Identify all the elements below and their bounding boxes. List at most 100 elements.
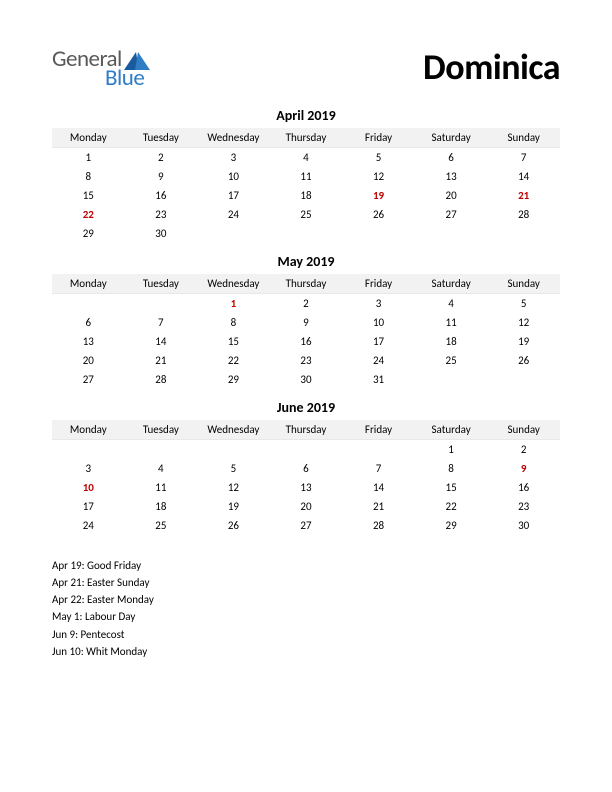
logo: General Blue <box>52 45 150 89</box>
calendar-row: 13141516171819 <box>52 332 560 351</box>
calendar-cell: 5 <box>197 459 270 478</box>
calendar-row: 6789101112 <box>52 313 560 332</box>
calendar-cell: 29 <box>197 370 270 389</box>
calendar-cell: 16 <box>487 478 560 497</box>
month-title: June 2019 <box>52 399 560 416</box>
calendar-cell <box>52 440 125 460</box>
calendar-cell: 17 <box>197 186 270 205</box>
calendar-row: 891011121314 <box>52 167 560 186</box>
calendar-cell: 25 <box>415 351 488 370</box>
calendar-cell: 23 <box>487 497 560 516</box>
calendar-cell <box>197 440 270 460</box>
weekday-header: Thursday <box>270 274 343 294</box>
weekday-header: Wednesday <box>197 274 270 294</box>
calendar-cell: 11 <box>125 478 198 497</box>
calendar-cell: 5 <box>342 148 415 168</box>
calendar-cell <box>125 440 198 460</box>
weekday-header: Monday <box>52 128 125 148</box>
calendar-table: MondayTuesdayWednesdayThursdayFridaySatu… <box>52 274 560 389</box>
calendar-cell: 22 <box>415 497 488 516</box>
calendar-cell: 8 <box>415 459 488 478</box>
weekday-header: Wednesday <box>197 420 270 440</box>
calendar-cell: 30 <box>487 516 560 535</box>
month-title: May 2019 <box>52 253 560 270</box>
calendar-cell: 18 <box>125 497 198 516</box>
calendar-cell: 14 <box>487 167 560 186</box>
calendar-cell: 4 <box>125 459 198 478</box>
calendar-cell: 24 <box>52 516 125 535</box>
calendar-row: 3456789 <box>52 459 560 478</box>
page-title: Dominica <box>423 45 560 89</box>
weekday-header: Friday <box>342 420 415 440</box>
month-block: May 2019 MondayTuesdayWednesdayThursdayFr… <box>52 253 560 389</box>
calendar-cell: 22 <box>197 351 270 370</box>
calendar-cell: 13 <box>415 167 488 186</box>
calendar-cell: 9 <box>270 313 343 332</box>
calendar-cell: 17 <box>342 332 415 351</box>
calendar-cell: 25 <box>125 516 198 535</box>
calendar-cell: 26 <box>487 351 560 370</box>
holiday-line: May 1: Labour Day <box>52 608 560 625</box>
calendar-cell: 25 <box>270 205 343 224</box>
calendar-cell: 21 <box>125 351 198 370</box>
calendar-table: MondayTuesdayWednesdayThursdayFridaySatu… <box>52 420 560 535</box>
calendar-cell: 14 <box>125 332 198 351</box>
calendar-cell <box>487 224 560 243</box>
calendars-container: April 2019MondayTuesdayWednesdayThursday… <box>52 107 560 535</box>
weekday-header: Thursday <box>270 128 343 148</box>
calendar-cell: 26 <box>197 516 270 535</box>
calendar-cell: 27 <box>52 370 125 389</box>
calendar-cell: 20 <box>270 497 343 516</box>
calendar-cell <box>52 294 125 314</box>
calendar-cell: 2 <box>125 148 198 168</box>
holiday-line: Apr 22: Easter Monday <box>52 591 560 608</box>
calendar-cell: 30 <box>270 370 343 389</box>
calendar-cell: 24 <box>197 205 270 224</box>
calendar-cell: 4 <box>270 148 343 168</box>
calendar-cell: 23 <box>125 205 198 224</box>
calendar-cell: 10 <box>342 313 415 332</box>
calendar-cell: 1 <box>52 148 125 168</box>
calendar-cell: 3 <box>52 459 125 478</box>
logo-text-blue: Blue <box>105 68 150 89</box>
calendar-cell: 21 <box>342 497 415 516</box>
header: General Blue Dominica <box>52 45 560 89</box>
calendar-cell: 7 <box>342 459 415 478</box>
calendar-cell: 28 <box>342 516 415 535</box>
calendar-cell: 22 <box>52 205 125 224</box>
calendar-row: 24252627282930 <box>52 516 560 535</box>
calendar-row: 15161718192021 <box>52 186 560 205</box>
calendar-cell: 13 <box>52 332 125 351</box>
calendar-cell: 3 <box>342 294 415 314</box>
calendar-row: 1234567 <box>52 148 560 168</box>
calendar-table: MondayTuesdayWednesdayThursdayFridaySatu… <box>52 128 560 243</box>
calendar-cell: 18 <box>415 332 488 351</box>
calendar-cell: 9 <box>125 167 198 186</box>
calendar-cell: 17 <box>52 497 125 516</box>
calendar-cell: 23 <box>270 351 343 370</box>
calendar-cell: 11 <box>415 313 488 332</box>
calendar-cell: 7 <box>125 313 198 332</box>
weekday-header: Saturday <box>415 420 488 440</box>
calendar-cell: 12 <box>342 167 415 186</box>
weekday-header: Sunday <box>487 274 560 294</box>
calendar-cell: 30 <box>125 224 198 243</box>
calendar-cell: 19 <box>487 332 560 351</box>
calendar-cell: 20 <box>52 351 125 370</box>
calendar-cell: 12 <box>487 313 560 332</box>
calendar-cell: 6 <box>270 459 343 478</box>
calendar-cell: 26 <box>342 205 415 224</box>
calendar-row: 22232425262728 <box>52 205 560 224</box>
calendar-cell: 15 <box>197 332 270 351</box>
calendar-cell: 27 <box>415 205 488 224</box>
calendar-cell <box>342 440 415 460</box>
calendar-cell: 15 <box>52 186 125 205</box>
holiday-line: Apr 21: Easter Sunday <box>52 574 560 591</box>
calendar-cell: 20 <box>415 186 488 205</box>
calendar-row: 10111213141516 <box>52 478 560 497</box>
calendar-cell: 29 <box>415 516 488 535</box>
calendar-cell: 2 <box>487 440 560 460</box>
calendar-cell: 21 <box>487 186 560 205</box>
calendar-row: 20212223242526 <box>52 351 560 370</box>
calendar-cell: 10 <box>52 478 125 497</box>
